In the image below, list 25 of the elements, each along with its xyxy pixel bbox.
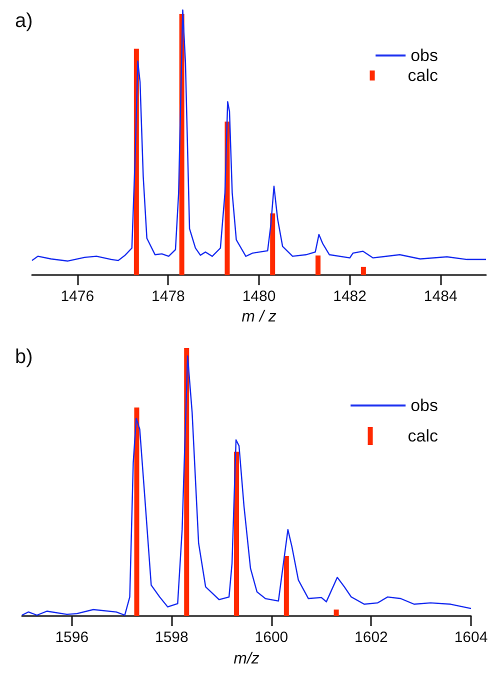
- legend-label: calc: [408, 66, 438, 85]
- x-tick-label: 1478: [152, 288, 185, 306]
- bar: [360, 266, 366, 276]
- legend-label: calc: [408, 426, 438, 446]
- x-tick-label: 1476: [60, 288, 94, 306]
- x-tick-label: 1482: [333, 288, 366, 306]
- chart-title: b): [15, 346, 33, 368]
- chart-title: a): [15, 10, 33, 32]
- bar: [134, 407, 140, 616]
- legend-label: obs: [410, 46, 438, 65]
- bar: [334, 610, 339, 616]
- bar: [316, 255, 321, 276]
- x-axis-title: m/z: [234, 650, 260, 668]
- x-tick-label: 1596: [55, 629, 89, 646]
- x-axis-title: m / z: [242, 308, 276, 326]
- x-tick-label: 1484: [424, 288, 458, 306]
- bar: [284, 556, 289, 616]
- x-tick-label: 1480: [242, 288, 276, 306]
- x-tick-label: 1600: [254, 629, 288, 646]
- legend-label: obs: [410, 396, 438, 415]
- bar: [270, 213, 276, 276]
- x-tick-label: 1604: [454, 629, 488, 646]
- bar: [234, 452, 240, 616]
- x-tick-label: 1602: [354, 629, 388, 646]
- x-tick-label: 1598: [154, 629, 188, 646]
